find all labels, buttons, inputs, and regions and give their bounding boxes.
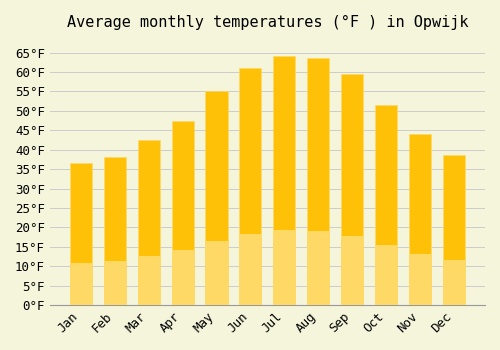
- Bar: [443, 260, 465, 305]
- Bar: [240, 234, 262, 305]
- Bar: [342, 236, 363, 305]
- Bar: [375, 245, 398, 305]
- Bar: [443, 155, 465, 305]
- Bar: [172, 120, 194, 305]
- Bar: [409, 134, 432, 305]
- Bar: [104, 261, 126, 305]
- Bar: [70, 163, 92, 305]
- Bar: [342, 74, 363, 305]
- Bar: [409, 254, 432, 305]
- Bar: [274, 56, 295, 305]
- Bar: [70, 262, 92, 305]
- Bar: [138, 140, 160, 305]
- Bar: [375, 105, 398, 305]
- Bar: [206, 241, 228, 305]
- Bar: [240, 68, 262, 305]
- Title: Average monthly temperatures (°F ) in Opwijk: Average monthly temperatures (°F ) in Op…: [66, 15, 468, 30]
- Bar: [308, 231, 330, 305]
- Bar: [274, 230, 295, 305]
- Bar: [138, 256, 160, 305]
- Bar: [206, 91, 228, 305]
- Bar: [104, 158, 126, 305]
- Bar: [308, 58, 330, 305]
- Bar: [172, 250, 194, 305]
